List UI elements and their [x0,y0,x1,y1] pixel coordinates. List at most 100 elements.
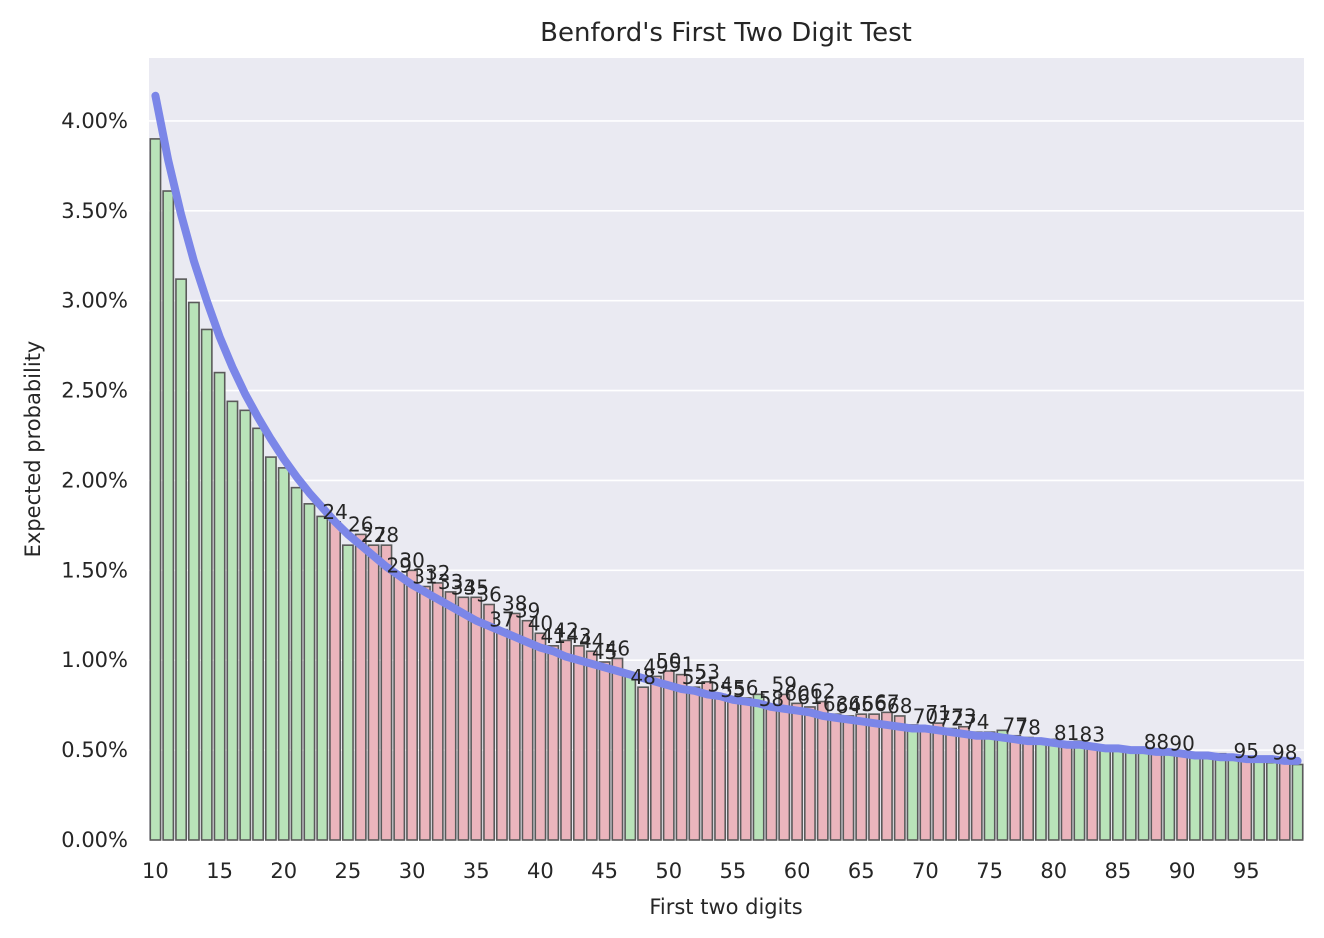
bar-label-55: 55 [720,678,745,702]
bar-label-26: 26 [348,512,373,536]
bar-34 [457,596,470,841]
bar-86 [1124,747,1137,841]
bar-label-51: 51 [669,653,694,677]
bar-label-74: 74 [964,710,989,734]
x-tick-label: 25 [335,859,362,883]
bar-96 [1253,760,1266,841]
bar-52 [688,686,701,841]
bar-22 [303,503,316,841]
bar-73 [957,725,970,841]
x-tick-label: 15 [206,859,233,883]
bar-81 [1060,742,1073,841]
bar-label-46: 46 [605,636,630,660]
bar-92 [1201,754,1214,841]
bar-label-98: 98 [1272,741,1297,765]
bar-62 [816,700,829,841]
bar-label-52: 52 [682,665,707,689]
y-tick-label: 3.50% [61,199,128,223]
bar-label-38: 38 [502,591,527,615]
bar-label-53: 53 [695,660,720,684]
x-axis-label: First two digits [649,895,802,919]
bar-56 [739,697,752,841]
x-tick-label: 75 [976,859,1003,883]
bar-71 [932,722,945,841]
x-tick-label: 70 [912,859,939,883]
bar-33 [444,591,457,841]
bar-70 [919,725,932,841]
bar-label-62: 62 [810,680,835,704]
bar-16 [226,400,239,841]
bar-label-49: 49 [643,654,668,678]
bar-63 [829,713,842,841]
y-tick-label: 3.00% [61,289,128,313]
x-tick-label: 90 [1169,859,1196,883]
bar-24 [329,521,342,841]
bar-84 [1099,745,1112,841]
bar-44 [585,650,598,841]
y-tick-label: 1.50% [61,558,128,582]
bar-82 [1073,740,1086,841]
bar-label-45: 45 [592,640,617,664]
bar-label-43: 43 [566,624,591,648]
bar-25 [341,544,354,841]
bar-26 [354,533,367,841]
bar-23 [316,515,329,841]
bar-79 [1034,738,1047,841]
grid-lines [149,120,1304,841]
bar-label-81: 81 [1054,721,1079,745]
bar-93 [1214,752,1227,841]
bar-75 [983,731,996,841]
bar-label-33: 33 [438,570,463,594]
bar-14 [200,328,213,841]
y-tick-label: 2.00% [61,468,128,492]
bar-72 [945,727,958,841]
bar-label-41: 41 [541,624,566,648]
bar-89 [1163,752,1176,841]
bar-label-71: 71 [926,701,951,725]
x-tick-label: 85 [1105,859,1132,883]
bar-label-35: 35 [464,575,489,599]
bar-49 [649,675,662,841]
bar-label-83: 83 [1080,723,1105,747]
bar-91 [1188,756,1201,841]
bar-95 [1240,760,1253,841]
bar-66 [868,713,881,841]
bar-64 [842,715,855,841]
x-tick-label: 80 [1040,859,1067,883]
expected-line-layer [151,91,1302,765]
bar-78 [1022,736,1035,841]
bar-label-65: 65 [849,692,874,716]
bar-76 [996,729,1009,841]
bar-97 [1265,761,1278,841]
bar-17 [239,409,252,841]
bar-38 [508,612,521,841]
bar-label-67: 67 [874,690,899,714]
bar-label-37: 37 [489,608,514,632]
bar-label-59: 59 [772,672,797,696]
bar-48 [637,686,650,841]
bar-35 [470,596,483,841]
bar-61 [803,706,816,841]
bar-label-60: 60 [784,681,809,705]
bar-57 [752,693,765,841]
bar-28 [380,544,393,841]
bar-45 [598,661,611,841]
bar-12 [175,278,188,841]
bar-90 [1176,752,1189,841]
bar-label-34: 34 [451,575,476,599]
bar-85 [1111,749,1124,841]
bar-label-70: 70 [913,705,938,729]
bar-88 [1150,751,1163,841]
bar-label-73: 73 [951,705,976,729]
bar-37 [495,628,508,841]
chart-title: Benford's First Two Digit Test [540,18,912,48]
bar-43 [572,645,585,841]
bar-13 [187,301,200,841]
bar-label-30: 30 [399,548,424,572]
bar-98 [1278,761,1291,841]
y-tick-label: 1.00% [61,648,128,672]
bar-60 [791,702,804,841]
bar-58 [765,707,778,841]
bar-label-54: 54 [707,672,732,696]
